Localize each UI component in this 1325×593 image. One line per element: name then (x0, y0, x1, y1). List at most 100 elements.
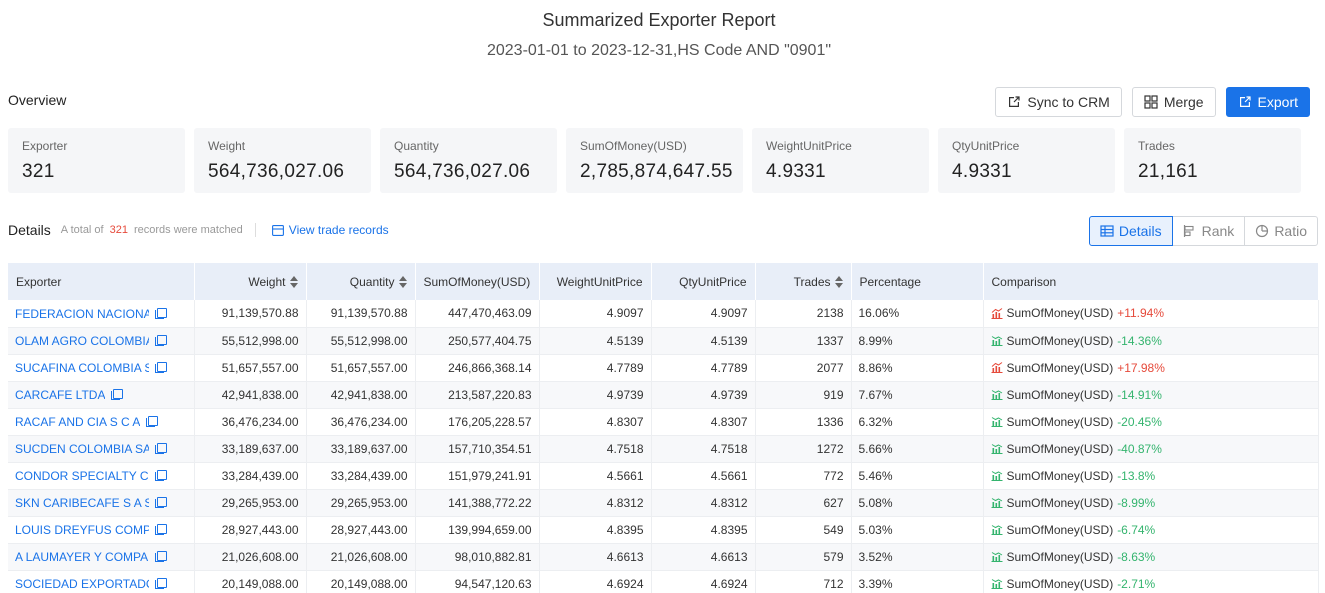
card-weight: Weight 564,736,027.06 (194, 128, 371, 193)
card-weight-unit-price: WeightUnitPrice 4.9331 (752, 128, 929, 193)
quantity-cell: 28,927,443.00 (306, 516, 415, 543)
exporter-cell[interactable]: FEDERACION NACIONAL DE (8, 300, 194, 327)
exporter-name-link[interactable]: SUCDEN COLOMBIA SAS (15, 442, 149, 456)
exporter-cell[interactable]: SUCDEN COLOMBIA SAS (8, 435, 194, 462)
weight-unit-price-cell: 4.8395 (539, 516, 651, 543)
exporter-name-link[interactable]: FEDERACION NACIONAL DE (15, 307, 149, 321)
tab-details-label: Details (1119, 223, 1162, 239)
sum-of-money-cell: 447,470,463.09 (415, 300, 539, 327)
quantity-cell: 20,149,088.00 (306, 570, 415, 593)
comparison-value: +11.94% (1117, 306, 1164, 320)
overview-cards: Exporter 321 Weight 564,736,027.06 Quantit… (8, 128, 1301, 193)
comparison-label: SumOfMoney(USD) (1007, 334, 1114, 348)
total-prefix: A total of (61, 224, 104, 236)
exporter-name-link[interactable]: SKN CARIBECAFE S A S (15, 496, 149, 510)
exporter-cell[interactable]: LOUIS DREYFUS COMPANY (8, 516, 194, 543)
card-label: Trades (1138, 139, 1287, 153)
trades-cell: 2077 (755, 354, 851, 381)
merge-icon (1144, 95, 1158, 109)
trend-up-icon (991, 362, 1003, 373)
table-row: RACAF AND CIA S C A 36,476,234.00 36,476,2… (8, 408, 1318, 435)
card-value: 2,785,874,647.55 (580, 161, 729, 183)
percentage-cell: 5.66% (851, 435, 983, 462)
merge-button[interactable]: Merge (1132, 87, 1216, 117)
card-label: Exporter (22, 139, 171, 153)
col-weight[interactable]: Weight (194, 263, 306, 300)
card-value: 564,736,027.06 (394, 161, 543, 183)
copy-icon[interactable] (155, 578, 166, 589)
trend-down-icon (991, 389, 1003, 400)
exporter-cell[interactable]: OLAM AGRO COLOMBIA S (8, 327, 194, 354)
card-label: QtyUnitPrice (952, 139, 1101, 153)
exporter-table: Exporter Weight Quantity SumOfMoney(USD)… (8, 263, 1319, 593)
exporter-name-link[interactable]: CONDOR SPECIALTY COFFEE (15, 469, 149, 483)
sort-icon[interactable] (835, 276, 843, 288)
copy-icon[interactable] (155, 524, 166, 535)
card-trades: Trades 21,161 (1124, 128, 1301, 193)
weight-unit-price-cell: 4.8307 (539, 408, 651, 435)
card-qty-unit-price: QtyUnitPrice 4.9331 (938, 128, 1115, 193)
sum-of-money-cell: 213,587,220.83 (415, 381, 539, 408)
copy-icon[interactable] (155, 470, 166, 481)
sync-icon (1007, 95, 1021, 109)
copy-icon[interactable] (146, 416, 157, 427)
tab-rank-label: Rank (1202, 223, 1235, 239)
sort-icon[interactable] (290, 276, 298, 288)
comparison-cell: SumOfMoney(USD) -20.45% (983, 408, 1318, 435)
comparison-label: SumOfMoney(USD) (1007, 442, 1114, 456)
copy-icon[interactable] (155, 362, 166, 373)
weight-cell: 33,189,637.00 (194, 435, 306, 462)
tab-details[interactable]: Details (1089, 216, 1173, 246)
comparison-value: -8.99% (1117, 496, 1155, 510)
copy-icon[interactable] (155, 497, 166, 508)
details-title: Details (8, 222, 51, 238)
qty-unit-price-cell: 4.8395 (651, 516, 755, 543)
percentage-cell: 3.52% (851, 543, 983, 570)
weight-cell: 55,512,998.00 (194, 327, 306, 354)
exporter-cell[interactable]: CONDOR SPECIALTY COFFEE (8, 462, 194, 489)
card-label: Quantity (394, 139, 543, 153)
exporter-cell[interactable]: SKN CARIBECAFE S A S (8, 489, 194, 516)
col-comparison: Comparison (983, 263, 1318, 300)
sort-icon[interactable] (399, 276, 407, 288)
comparison-cell: SumOfMoney(USD) -6.74% (983, 516, 1318, 543)
view-trade-records-link[interactable]: View trade records (272, 223, 389, 237)
card-value: 4.9331 (952, 161, 1101, 183)
table-row: SUCAFINA COLOMBIA S A 51,657,557.00 51,657… (8, 354, 1318, 381)
trend-down-icon (991, 578, 1003, 589)
copy-icon[interactable] (155, 308, 166, 319)
exporter-name-link[interactable]: A LAUMAYER Y COMPA IA (15, 550, 149, 564)
copy-icon[interactable] (155, 551, 166, 562)
exporter-name-link[interactable]: RACAF AND CIA S C A (15, 415, 140, 429)
col-trades[interactable]: Trades (755, 263, 851, 300)
exporter-name-link[interactable]: OLAM AGRO COLOMBIA S (15, 334, 149, 348)
card-sum-of-money: SumOfMoney(USD) 2,785,874,647.55 (566, 128, 743, 193)
card-exporter: Exporter 321 (8, 128, 185, 193)
exporter-name-link[interactable]: SUCAFINA COLOMBIA S A (15, 361, 149, 375)
col-exporter: Exporter (8, 263, 194, 300)
exporter-cell[interactable]: SOCIEDAD EXPORTADORA (8, 570, 194, 593)
exporter-name-link[interactable]: CARCAFE LTDA (15, 388, 105, 402)
quantity-cell: 42,941,838.00 (306, 381, 415, 408)
export-label: Export (1258, 94, 1298, 110)
export-button[interactable]: Export (1226, 87, 1310, 117)
copy-icon[interactable] (155, 443, 166, 454)
copy-icon[interactable] (155, 335, 166, 346)
trend-down-icon (991, 551, 1003, 562)
exporter-name-link[interactable]: SOCIEDAD EXPORTADORA (15, 577, 149, 591)
exporter-cell[interactable]: SUCAFINA COLOMBIA S A (8, 354, 194, 381)
exporter-cell[interactable]: A LAUMAYER Y COMPA IA (8, 543, 194, 570)
percentage-cell: 3.39% (851, 570, 983, 593)
overview-label: Overview (8, 92, 66, 108)
col-quantity[interactable]: Quantity (306, 263, 415, 300)
exporter-cell[interactable]: RACAF AND CIA S C A (8, 408, 194, 435)
sync-to-crm-button[interactable]: Sync to CRM (995, 87, 1121, 117)
weight-unit-price-cell: 4.9739 (539, 381, 651, 408)
weight-unit-price-cell: 4.8312 (539, 489, 651, 516)
exporter-name-link[interactable]: LOUIS DREYFUS COMPANY (15, 523, 149, 537)
card-label: SumOfMoney(USD) (580, 139, 729, 153)
tab-rank[interactable]: Rank (1172, 216, 1246, 246)
exporter-cell[interactable]: CARCAFE LTDA (8, 381, 194, 408)
copy-icon[interactable] (111, 389, 122, 400)
tab-ratio[interactable]: Ratio (1244, 216, 1318, 246)
